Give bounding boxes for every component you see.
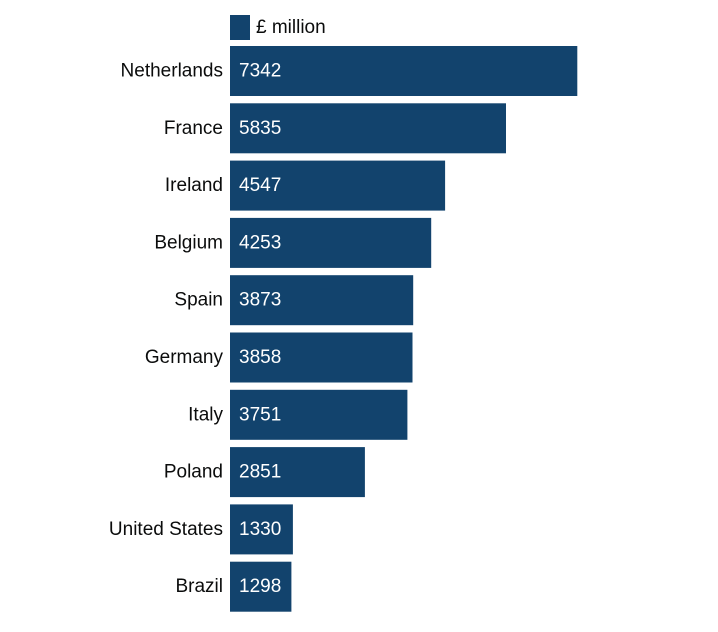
legend-swatch (230, 15, 250, 40)
category-label: Spain (174, 290, 223, 311)
value-label: 4547 (239, 175, 281, 196)
bar-poland (230, 447, 365, 498)
bar-united-states (230, 504, 293, 555)
bars (230, 46, 578, 612)
category-label: Belgium (154, 232, 223, 253)
bar-belgium (230, 217, 432, 268)
category-label: Poland (164, 462, 223, 483)
bar-netherlands (230, 46, 578, 96)
value-labels: 7342 5835 4547 4253 3873 3858 3751 2851 1330 1298 (239, 61, 281, 598)
category-label: Italy (188, 404, 223, 425)
category-label: France (164, 118, 223, 139)
value-label: 3751 (239, 404, 281, 425)
value-label: 4253 (239, 232, 281, 253)
value-label: 1330 (239, 519, 281, 540)
bar-germany (230, 332, 413, 383)
value-label: 3858 (239, 347, 281, 368)
value-label: 5835 (239, 118, 281, 139)
bar-france (230, 103, 506, 154)
bar-brazil (230, 561, 292, 612)
value-label: 1298 (239, 576, 281, 597)
category-label: Brazil (175, 576, 223, 597)
bar-spain (230, 275, 414, 326)
category-label: Netherlands (121, 61, 223, 82)
bar-italy (230, 389, 408, 440)
category-label: United States (109, 519, 223, 540)
category-label: Germany (145, 347, 224, 368)
value-label: 2851 (239, 462, 281, 483)
bar-ireland (230, 160, 446, 211)
value-label: 7342 (239, 61, 281, 82)
value-label: 3873 (239, 290, 281, 311)
legend: £ million (230, 15, 326, 40)
category-label: Ireland (165, 175, 223, 196)
category-labels: Netherlands France Ireland Belgium Spain Germ… (109, 61, 224, 598)
legend-label: £ million (256, 17, 326, 38)
